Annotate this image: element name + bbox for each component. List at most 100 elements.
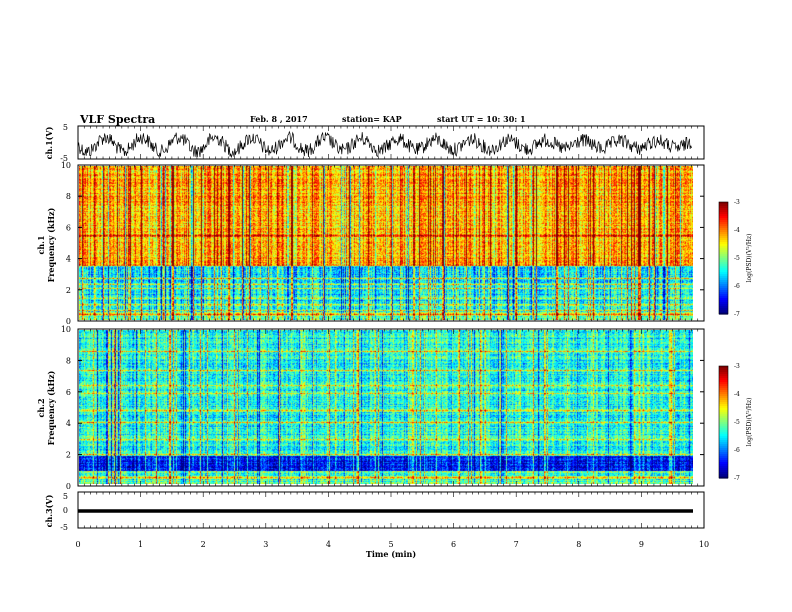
ch1-colorbar-segment [719, 254, 728, 257]
ch2-colorbar-segment [719, 440, 728, 443]
ch1-colorbar-tick: -4 [734, 227, 740, 234]
ch2-spectrogram-ytick-label: 4 [66, 419, 71, 428]
ch1-colorbar-segment [719, 284, 728, 287]
ch1-colorbar-segment [719, 272, 728, 275]
ch1-colorbar-segment [719, 258, 728, 261]
ch2-colorbar-tick: -3 [734, 363, 740, 370]
ch3-ytick-bottom: -5 [60, 523, 68, 532]
ch1-colorbar-segment [719, 296, 728, 299]
ch1-colorbar-segment [719, 204, 728, 207]
ch2-colorbar-segment [719, 456, 728, 459]
ch1-spectrogram-panel: 0 2 4 6 8 10 ch.1 Frequency (kHz) [36, 161, 705, 326]
ch1-colorbar-segment [719, 220, 728, 223]
ch2-colorbar-segment [719, 424, 728, 427]
ch2-colorbar-segment [719, 450, 728, 453]
ch2-colorbar-segment [719, 422, 728, 425]
ch2-colorbar-segment [719, 448, 728, 451]
ch1-colorbar-segment [719, 206, 728, 209]
ch2-colorbar-segment [719, 420, 728, 423]
ch2-spectrogram-channel-label: ch.2 [36, 398, 46, 417]
ch1-colorbar-segment [719, 286, 728, 289]
ch2-colorbar-segment [719, 470, 728, 473]
ch1-spectrogram-image [79, 166, 693, 320]
ch1-colorbar-segment [719, 228, 728, 231]
ch1-colorbar-frame [718, 201, 729, 315]
ch1-spectrogram-channel-label: ch.1 [36, 235, 46, 254]
ch2-colorbar-segment [719, 398, 728, 401]
ch1-colorbar-segment [719, 300, 728, 303]
ch1-colorbar-label: log(PSD)(V²/Hz) [746, 234, 753, 283]
ch2-spectrogram-ytick-label: 6 [66, 388, 71, 397]
ch1-colorbar-segment [719, 290, 728, 293]
time-axis-label: Time (min) [366, 549, 416, 559]
ch1-spectrogram-ytick-label: 6 [66, 223, 71, 232]
ch1-colorbar-segment [719, 246, 728, 249]
ch1-ylabel: ch.1(V) [44, 126, 54, 159]
ch1-spectrogram-ylabel: Frequency (kHz) [46, 207, 56, 282]
ch1-colorbar-segment [719, 236, 728, 239]
ch2-colorbar-segment [719, 372, 728, 375]
ch1-colorbar-segment [719, 224, 728, 227]
ch1-colorbar-segment [719, 256, 728, 259]
ch3-ytick-top: 5 [63, 492, 68, 501]
x-tick-label: 5 [388, 540, 393, 549]
ch2-colorbar-segment [719, 402, 728, 405]
ch2-colorbar-segment [719, 464, 728, 467]
ch2-colorbar-tick: -7 [734, 475, 740, 482]
ch2-colorbar-segment [719, 412, 728, 415]
ch1-colorbar-segment [719, 268, 728, 271]
ch1-colorbar-segment [719, 310, 728, 313]
ch2-colorbar-segment [719, 386, 728, 389]
x-tick-label: 8 [576, 540, 581, 549]
x-tick-label: 6 [451, 540, 456, 549]
ch2-colorbar-segment [719, 432, 728, 435]
ch1-colorbar-tick: -6 [734, 283, 740, 290]
x-tick-label: 1 [138, 540, 143, 549]
ch2-colorbar-segment [719, 418, 728, 421]
ch1-colorbar-segment [719, 276, 728, 279]
ch2-spectrogram-ytick-label: 10 [61, 325, 71, 334]
ch3-ytick-mid: 0 [63, 506, 68, 515]
ch1-colorbar-segment [719, 298, 728, 301]
ch2-colorbar-segment [719, 428, 728, 431]
header-start-time: start UT = 10: 30: 1 [437, 114, 526, 124]
ch1-colorbar-segment [719, 306, 728, 309]
ch1-colorbar-segment [719, 282, 728, 285]
ch1-spectrogram-ytick-label: 10 [61, 161, 71, 170]
ch2-colorbar-segment [719, 460, 728, 463]
ch2-colorbar-segment [719, 410, 728, 413]
ch1-waveform-trace [77, 130, 692, 159]
figure-title: VLF Spectra [79, 113, 155, 126]
ch1-spectrogram-ytick-label: 4 [66, 255, 71, 264]
ch1-colorbar-tick: -7 [734, 311, 740, 318]
ch1-colorbar-segment [719, 232, 728, 235]
ch2-colorbar-segment [719, 458, 728, 461]
ch2-colorbar-segment [719, 436, 728, 439]
ch2-colorbar-segment [719, 374, 728, 377]
ch2-colorbar-segment [719, 426, 728, 429]
ch2-colorbar-segment [719, 396, 728, 399]
ch1-colorbar-segment [719, 280, 728, 283]
ch2-colorbar-tick: -5 [734, 419, 740, 426]
ch1-colorbar-segment [719, 210, 728, 213]
ch2-colorbar-segment [719, 438, 728, 441]
ch2-colorbar-segment [719, 416, 728, 419]
ch1-colorbar-segment [719, 240, 728, 243]
ch1-colorbar-segment [719, 308, 728, 311]
ch1-colorbar-segment [719, 266, 728, 269]
ch2-colorbar-segment [719, 468, 728, 471]
ch1-colorbar-segment [719, 278, 728, 281]
ch2-colorbar-segment [719, 376, 728, 379]
ch2-spectrogram-ytick-label: 0 [66, 482, 71, 491]
header-date: Feb. 8 , 2017 [250, 114, 308, 124]
ch1-colorbar-segment [719, 288, 728, 291]
ch2-colorbar-segment [719, 404, 728, 407]
ch1-colorbar-segment [719, 214, 728, 217]
ch1-colorbar-segment [719, 242, 728, 245]
ch2-colorbar-tick: -4 [734, 391, 740, 398]
ch2-colorbar-segment [719, 462, 728, 465]
ch1-colorbar-segment [719, 202, 728, 205]
ch1-colorbar-segment [719, 216, 728, 219]
ch2-colorbar-segment [719, 380, 728, 383]
